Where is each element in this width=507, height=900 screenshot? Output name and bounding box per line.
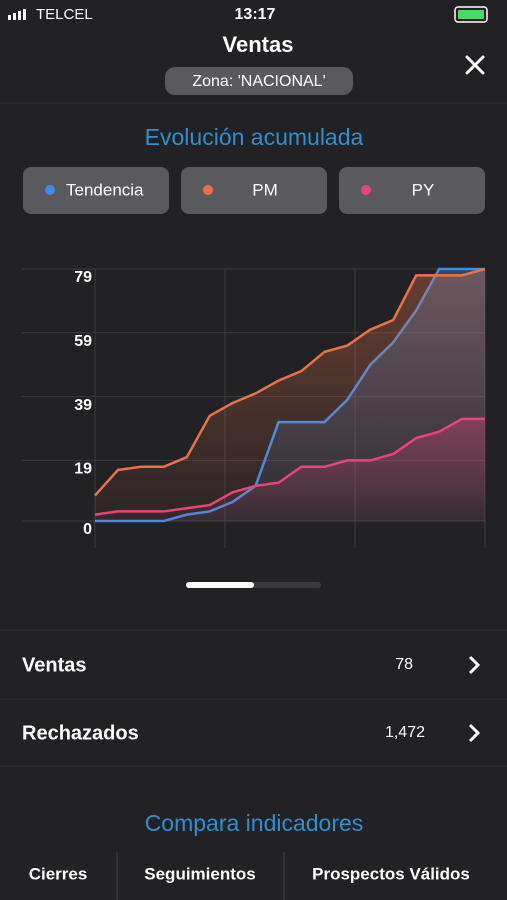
series-line [94,267,486,497]
carrier: TELCEL [36,6,93,23]
y-tick-label: 0 [83,521,92,538]
chevron [468,655,481,675]
y-tick-label: 39 [74,397,92,414]
legend-button[interactable] [23,167,169,214]
legend-dot [45,185,55,195]
legend-button[interactable] [181,167,327,214]
series-line [94,417,485,516]
row-label: Rechazados [22,722,139,744]
row-value: 1,472 [385,724,425,741]
legend-label: PY [412,180,435,199]
list-row[interactable] [0,700,507,766]
row-value: 78 [395,656,413,673]
section-title: Evolución acumulada [145,124,364,150]
chevron [468,723,481,743]
legend-label: PM [252,180,278,199]
list-row[interactable] [0,631,507,699]
legend-label: Tendencia [66,180,144,199]
column-header: Prospectos Válidos [312,864,470,883]
compare-title: Compara indicadores [145,810,364,836]
column-header: Seguimientos [144,864,255,883]
close-button[interactable] [465,55,485,75]
page-title: Ventas [223,32,294,57]
y-tick-label: 59 [74,333,92,350]
battery-icon [454,6,488,23]
legend-dot [361,185,371,195]
y-tick-label: 79 [74,269,92,286]
zone-label: Zona: 'NACIONAL' [192,73,325,90]
legend-button[interactable] [339,167,485,214]
zone-pill[interactable] [165,67,353,95]
legend-dot [203,185,213,195]
signal-icon [8,9,26,20]
row-label: Ventas [22,654,86,676]
clock: 13:17 [235,6,276,23]
series-area [95,418,485,521]
y-tick-label: 19 [74,461,92,478]
column-header: Cierres [29,864,88,883]
pager-thumb [186,582,254,588]
